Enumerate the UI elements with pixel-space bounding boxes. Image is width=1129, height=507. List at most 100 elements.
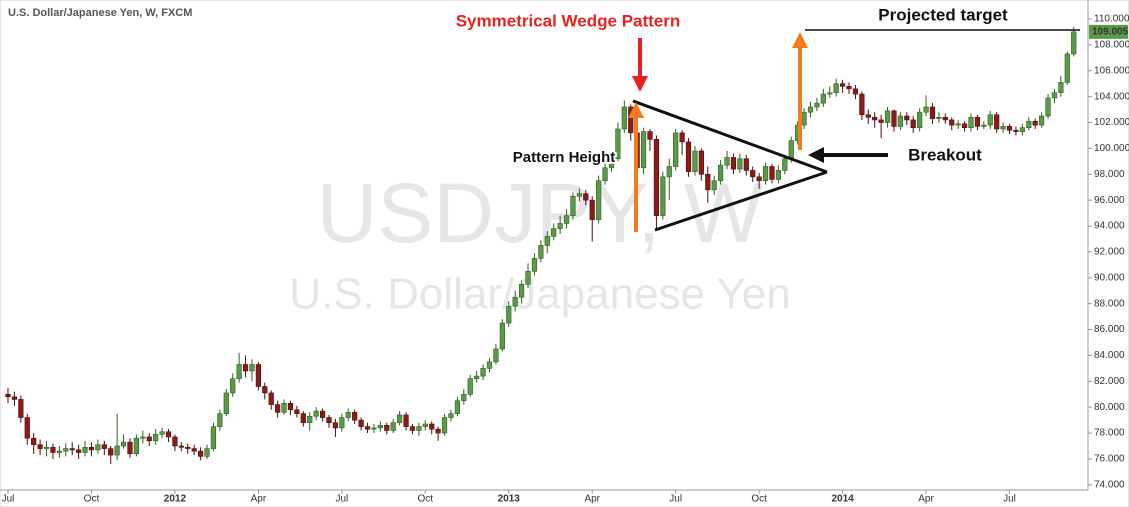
candle-body (891, 110, 897, 127)
y-tick-label: 86.000 (1094, 324, 1125, 335)
candle-body (570, 195, 576, 216)
candle-body (480, 368, 486, 377)
candle-body (551, 228, 557, 237)
y-tick-label: 102.000 (1094, 117, 1129, 128)
candle-body (718, 164, 724, 182)
candle-body (788, 140, 794, 160)
x-tick-label: 2013 (498, 494, 521, 505)
candle-body (506, 305, 512, 324)
candle-body (108, 448, 114, 456)
candle-body (313, 410, 319, 417)
candle-body (583, 193, 589, 201)
candle-body (377, 425, 383, 429)
candle-body (563, 215, 570, 224)
candle-body (647, 131, 653, 140)
candle-body (249, 364, 255, 372)
candle-body (307, 415, 313, 424)
candle-body (133, 437, 140, 455)
candle-body (512, 296, 518, 307)
watermark: USDJPY, W (317, 166, 764, 260)
candle-body (236, 364, 242, 380)
y-tick-label: 74.000 (1094, 479, 1125, 490)
candle-body (859, 93, 865, 116)
candle-body (461, 393, 467, 402)
candle-body (1051, 92, 1058, 99)
candle-body (159, 431, 165, 435)
candle-body (364, 426, 371, 430)
candle-body (390, 422, 396, 431)
candle-body (679, 132, 685, 143)
candle-body (441, 417, 448, 434)
candle-body (467, 378, 473, 395)
candle-body (146, 436, 152, 442)
candle-body (544, 236, 550, 246)
candle-body (403, 414, 409, 427)
candle-body (204, 448, 210, 457)
candle-body (949, 119, 955, 126)
candle-body (833, 83, 839, 94)
candle-body (814, 102, 820, 108)
candle-body (300, 413, 306, 424)
y-tick-label: 78.000 (1094, 428, 1125, 439)
candle-body (1039, 115, 1045, 126)
candle-body (762, 166, 769, 182)
target-label: Projected target (878, 5, 1008, 24)
candle-body (185, 446, 191, 449)
candle-body (660, 176, 666, 216)
candle-body (429, 423, 435, 430)
y-tick-label: 106.000 (1094, 65, 1129, 76)
y-tick-label: 94.000 (1094, 221, 1125, 232)
candle-body (994, 114, 1000, 130)
candle-body (448, 413, 454, 418)
wedge-lower-line (654, 170, 828, 232)
candle-body (114, 445, 120, 456)
x-tick-label: Apr (251, 494, 267, 505)
candle-body (711, 180, 717, 191)
plot: 74.000 76.000 78.000 80.000 82.000 84.000 86.0… (2, 14, 1129, 505)
candle-body (43, 446, 50, 449)
x-tick-label: 2014 (831, 494, 854, 505)
candle-body (50, 446, 56, 453)
candle-body (499, 322, 505, 350)
candle-body (1032, 120, 1038, 126)
candle-body (56, 450, 62, 453)
candle-body (640, 131, 647, 169)
y-tick-label: 80.000 (1094, 402, 1125, 413)
candle-body (172, 436, 178, 447)
candle-body (852, 88, 859, 95)
candle-body (37, 444, 43, 449)
y-tick-label: 110.000 (1094, 14, 1129, 25)
candle-body (255, 364, 261, 387)
candle-body (628, 106, 634, 134)
candle-body (345, 412, 351, 418)
candle-body (217, 413, 223, 427)
candle-body (589, 199, 595, 220)
candle-body (518, 283, 525, 298)
candle-body (730, 157, 737, 170)
candle-body (268, 392, 274, 405)
x-tick-label: Jul (1003, 494, 1016, 505)
candle-body (294, 409, 300, 414)
y-tick-label: 76.000 (1094, 454, 1125, 465)
candle-body (974, 117, 981, 127)
candle-body (287, 403, 294, 411)
candle-body (596, 180, 602, 220)
breakout-label: Breakout (908, 145, 982, 164)
watermark-subtitle: U.S. Dollar/Japanese Yen (289, 270, 790, 319)
last-price-box (1089, 24, 1128, 39)
candle-body (1071, 31, 1077, 55)
candle-body (326, 417, 332, 424)
candle-body (872, 117, 878, 121)
candle-body (198, 450, 204, 457)
x-tick-label: Oct (751, 494, 767, 505)
candle-body (210, 426, 217, 449)
candle-body (422, 423, 428, 427)
y-tick-label: 98.000 (1094, 169, 1125, 180)
candle-body (917, 111, 923, 128)
candle-body (538, 245, 544, 259)
y-tick-label: 82.000 (1094, 376, 1125, 387)
candle-body (76, 449, 82, 453)
candle-body (801, 111, 807, 126)
wedge-label: Symmetrical Wedge Pattern (456, 11, 681, 30)
candle-body (673, 132, 679, 167)
